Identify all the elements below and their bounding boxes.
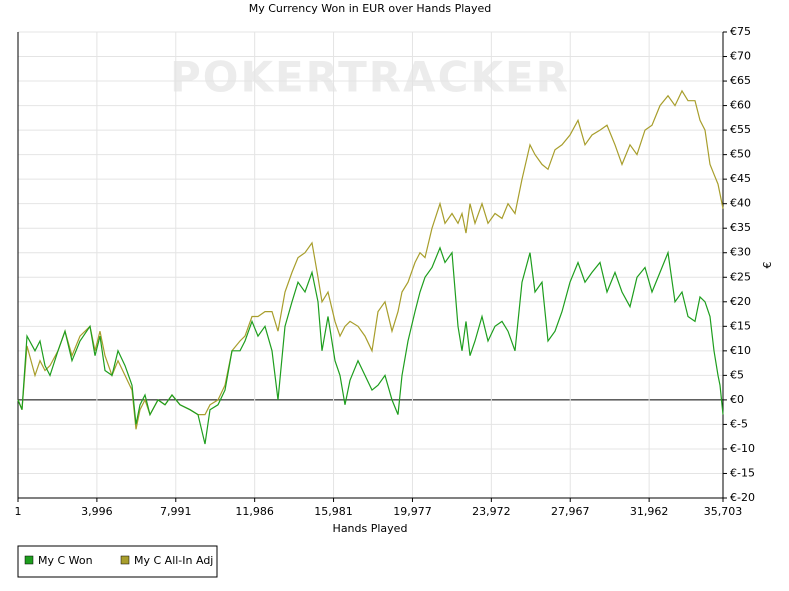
legend-swatch [24, 555, 34, 565]
x-tick-label: 27,967 [551, 505, 590, 518]
y-axis-label: € [761, 262, 774, 269]
y-tick-label: €20 [730, 295, 751, 308]
y-tick-label: €40 [730, 197, 751, 210]
x-tick-label: 15,981 [314, 505, 353, 518]
chart-title: My Currency Won in EUR over Hands Played [249, 2, 492, 15]
legend-label: My C All-In Adj [134, 554, 213, 567]
y-tick-label: €25 [730, 270, 751, 283]
y-tick-label: €55 [730, 123, 751, 136]
x-tick-label: 7,991 [160, 505, 192, 518]
y-tick-label: €-5 [730, 417, 748, 430]
y-tick-label: €-15 [730, 466, 755, 479]
series-line [17, 246, 724, 445]
y-tick-label: €35 [730, 221, 751, 234]
x-tick-label: 3,996 [81, 505, 113, 518]
watermark: POKERTRACKER [170, 53, 570, 102]
y-tick-label: €75 [730, 25, 751, 38]
x-tick-label: 35,703 [704, 505, 743, 518]
y-tick-label: €45 [730, 172, 751, 185]
legend-swatch [120, 555, 130, 565]
x-tick-label: 23,972 [472, 505, 511, 518]
legend-box [17, 545, 218, 578]
x-tick-label: 31,962 [630, 505, 669, 518]
y-tick-label: €50 [730, 148, 751, 161]
x-tick-label: 11,986 [235, 505, 274, 518]
y-tick-label: €0 [730, 393, 744, 406]
y-tick-label: €10 [730, 344, 751, 357]
x-axis-label: Hands Played [333, 522, 408, 535]
y-tick-label: €65 [730, 74, 751, 87]
y-tick-label: €5 [730, 368, 744, 381]
y-tick-label: €30 [730, 246, 751, 259]
series-line [17, 89, 724, 430]
y-tick-label: €15 [730, 319, 751, 332]
y-tick-label: €60 [730, 99, 751, 112]
y-tick-label: €-10 [730, 442, 755, 455]
x-tick-label: 19,977 [393, 505, 432, 518]
x-tick-label: 1 [15, 505, 22, 518]
legend-label: My C Won [38, 554, 93, 567]
y-tick-label: €-20 [730, 491, 755, 504]
y-tick-label: €70 [730, 50, 751, 63]
